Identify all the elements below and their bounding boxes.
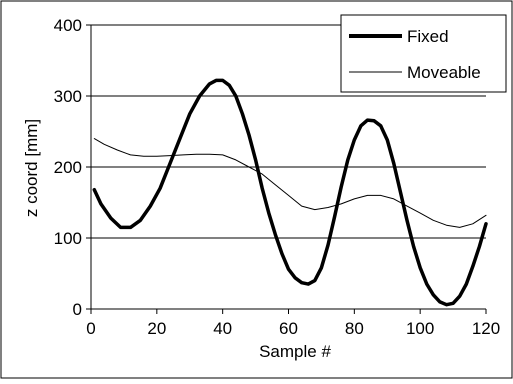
x-axis-title: Sample # — [259, 342, 331, 361]
legend: Fixed Moveable — [340, 14, 507, 93]
legend-box — [340, 14, 507, 93]
legend-label-moveable: Moveable — [407, 63, 481, 82]
y-axis-title: z coord [mm] — [22, 119, 41, 217]
x-tick-label-120: 120 — [472, 319, 500, 338]
y-tick-label-300: 300 — [54, 87, 82, 106]
series — [92, 78, 488, 307]
x-tick-label-0: 0 — [86, 319, 95, 338]
gridlines — [91, 24, 486, 239]
x-tick-label-100: 100 — [406, 319, 434, 338]
y-tick-label-0: 0 — [73, 300, 82, 319]
x-tick-label-40: 40 — [213, 319, 232, 338]
series-line-moveable — [93, 138, 487, 228]
axes — [86, 24, 487, 314]
x-tick-label-20: 20 — [147, 319, 166, 338]
series-line-fixed — [92, 78, 488, 307]
y-tick-label-200: 200 — [54, 158, 82, 177]
legend-label-fixed: Fixed — [407, 27, 449, 46]
x-tick-label-60: 60 — [279, 319, 298, 338]
tick-labels: 0 100 200 300 400 0 20 40 60 80 100 120 — [54, 16, 501, 338]
y-tick-label-100: 100 — [54, 229, 82, 248]
y-tick-label-400: 400 — [54, 16, 82, 35]
x-tick-label-80: 80 — [345, 319, 364, 338]
